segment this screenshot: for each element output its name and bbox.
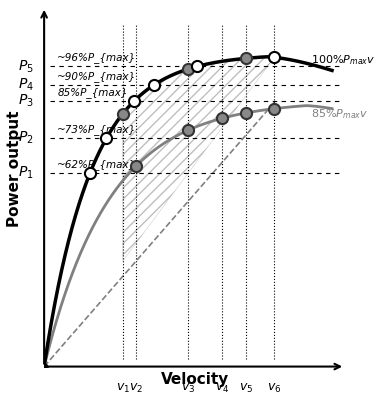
Text: $P_3$: $P_3$ — [18, 92, 34, 109]
Text: $v_6$: $v_6$ — [267, 382, 282, 395]
Text: Power output: Power output — [7, 110, 21, 227]
Text: ~90%P_{max}: ~90%P_{max} — [57, 71, 136, 82]
Text: $P_4$: $P_4$ — [18, 77, 34, 93]
Text: $v_4$: $v_4$ — [215, 382, 229, 395]
Text: ~96%P_{max}: ~96%P_{max} — [57, 52, 136, 63]
Text: $100\%P_{max}v$: $100\%P_{max}v$ — [311, 54, 376, 67]
Text: $v_1$: $v_1$ — [116, 382, 130, 395]
Text: $v_5$: $v_5$ — [239, 382, 253, 395]
Text: ~73%P_{max}: ~73%P_{max} — [57, 124, 136, 135]
Text: $P_5$: $P_5$ — [18, 58, 34, 74]
Text: $v_3$: $v_3$ — [181, 382, 195, 395]
Text: $v_2$: $v_2$ — [129, 382, 143, 395]
Text: $85\%P_{max}v$: $85\%P_{max}v$ — [311, 107, 368, 120]
Text: $P_2$: $P_2$ — [18, 130, 34, 146]
Text: ~62%P_{max}: ~62%P_{max} — [57, 159, 136, 170]
X-axis label: Velocity: Velocity — [160, 372, 229, 387]
Text: $P_1$: $P_1$ — [18, 164, 34, 181]
Text: 85%P_{max}: 85%P_{max} — [57, 87, 128, 98]
